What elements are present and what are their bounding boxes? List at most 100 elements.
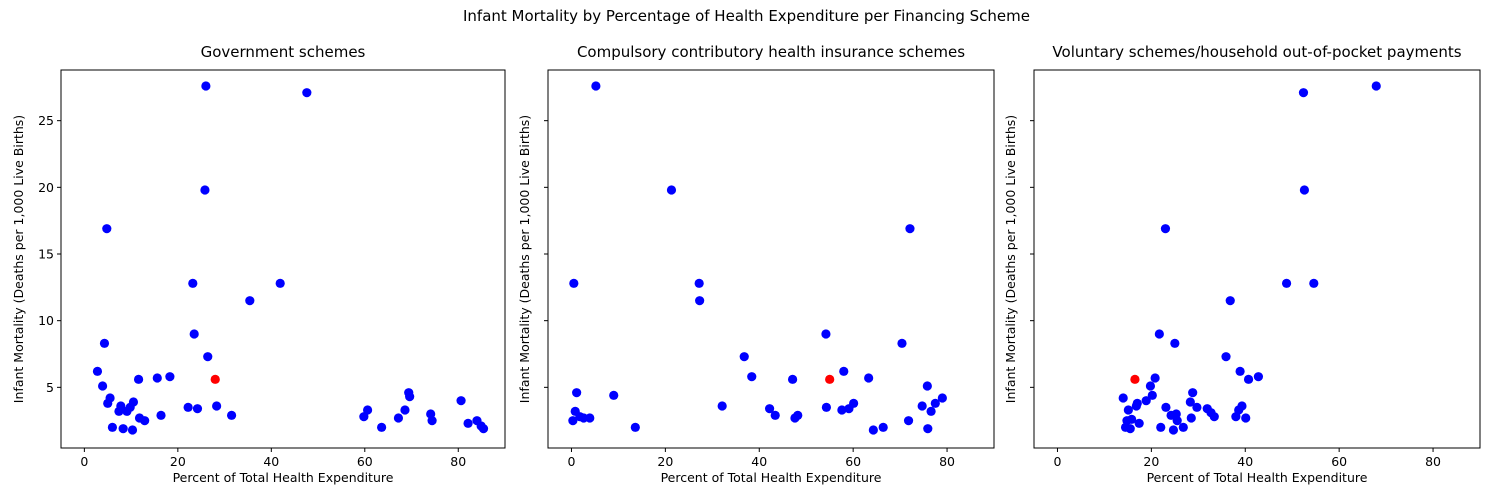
- data-point: [878, 422, 888, 432]
- data-point: [630, 422, 640, 432]
- x-tick-label: 20: [657, 454, 673, 469]
- data-point: [203, 352, 213, 362]
- data-point: [937, 393, 947, 403]
- x-axis-label: Percent of Total Health Expenditure: [173, 470, 394, 485]
- chart-title: Compulsory contributory health insurance…: [577, 43, 965, 61]
- x-tick-label: 20: [170, 454, 186, 469]
- highlighted-point: [1130, 374, 1140, 384]
- y-axis-label: Infant Mortality (Deaths per 1,000 Live …: [1003, 115, 1018, 403]
- data-point: [1243, 374, 1254, 384]
- data-point: [868, 425, 878, 435]
- data-point: [478, 424, 489, 434]
- y-tick-label: 5: [46, 380, 54, 395]
- data-point: [849, 398, 859, 408]
- data-point: [821, 329, 831, 339]
- data-point: [1241, 413, 1251, 423]
- data-point: [917, 401, 927, 411]
- data-point: [133, 374, 144, 384]
- data-point: [1145, 381, 1156, 391]
- x-tick-label: 60: [845, 454, 861, 469]
- data-point: [1188, 388, 1198, 398]
- x-tick-label: 20: [1143, 454, 1159, 469]
- data-point: [1235, 366, 1245, 376]
- data-point: [107, 422, 118, 432]
- data-point: [1147, 390, 1157, 400]
- highlighted-point: [210, 374, 220, 384]
- data-point: [747, 372, 757, 382]
- y-tick-label: 25: [38, 113, 54, 128]
- x-tick-label: 0: [80, 454, 88, 469]
- data-point: [1160, 224, 1171, 234]
- data-point: [102, 224, 112, 234]
- y-axis-label: Infant Mortality (Deaths per 1,000 Live …: [517, 115, 532, 403]
- data-point: [1134, 418, 1144, 428]
- y-tick-label: 10: [38, 313, 54, 328]
- data-point: [923, 424, 933, 434]
- data-point: [275, 278, 285, 288]
- chart-title: Voluntary schemes/household out-of-pocke…: [1052, 43, 1461, 61]
- data-point: [152, 373, 162, 383]
- data-point: [188, 278, 198, 288]
- x-tick-label: 0: [1053, 454, 1061, 469]
- data-point: [568, 416, 578, 426]
- data-point: [897, 338, 907, 348]
- data-point: [787, 374, 798, 384]
- data-point: [717, 401, 727, 411]
- data-point: [1172, 416, 1182, 426]
- chart-panel-1: 0 20 40 60 80 5 10 15 20 25 Government schemes Perc…: [11, 43, 506, 485]
- data-point: [922, 381, 932, 391]
- data-point: [393, 413, 404, 423]
- data-point: [1156, 422, 1166, 432]
- data-point: [192, 404, 203, 414]
- data-point: [1298, 88, 1309, 98]
- data-point: [1170, 338, 1180, 348]
- data-point: [183, 402, 193, 412]
- data-point: [405, 392, 415, 402]
- axes-frame: [1033, 69, 1481, 449]
- chart-panel-2: 0 20 40 60 80 Compulsory contributory health …: [517, 43, 995, 485]
- data-point: [189, 329, 199, 339]
- x-tick-label: 60: [357, 454, 373, 469]
- data-point: [1225, 296, 1235, 306]
- data-point: [165, 372, 175, 382]
- data-point: [905, 224, 915, 234]
- chart-title: Government schemes: [201, 43, 366, 61]
- y-axis-label: Infant Mortality (Deaths per 1,000 Live …: [11, 115, 26, 403]
- data-point: [97, 381, 108, 391]
- data-point: [770, 410, 780, 420]
- x-tick-label: 0: [567, 454, 575, 469]
- data-point: [427, 416, 437, 426]
- x-tick-label: 80: [1425, 454, 1441, 469]
- data-point: [212, 401, 222, 411]
- data-point: [837, 405, 847, 415]
- x-tick-label: 40: [263, 454, 279, 469]
- axes-frame: [60, 69, 506, 449]
- data-point: [1154, 329, 1164, 339]
- y-tick-label: 20: [38, 180, 54, 195]
- x-tick-label: 80: [450, 454, 466, 469]
- data-point: [793, 410, 803, 420]
- data-point: [1127, 414, 1137, 424]
- x-tick-label: 80: [939, 454, 955, 469]
- data-point: [864, 373, 874, 383]
- data-point: [609, 390, 619, 400]
- data-point: [695, 296, 705, 306]
- data-point: [1253, 372, 1264, 382]
- data-point: [839, 366, 849, 376]
- y-tick-label: 15: [38, 247, 54, 262]
- data-point: [201, 81, 211, 91]
- data-point: [128, 397, 139, 407]
- data-point: [400, 405, 410, 415]
- chart-panel-3: 0 20 40 60 80 Voluntary schemes/household out…: [1003, 43, 1481, 485]
- data-point: [226, 410, 237, 420]
- data-point: [585, 413, 595, 423]
- x-tick-label: 40: [751, 454, 767, 469]
- data-point: [1371, 81, 1381, 91]
- data-point: [930, 398, 940, 408]
- data-point: [105, 393, 115, 403]
- data-point: [569, 278, 579, 288]
- data-point: [821, 402, 831, 412]
- data-point: [140, 416, 150, 426]
